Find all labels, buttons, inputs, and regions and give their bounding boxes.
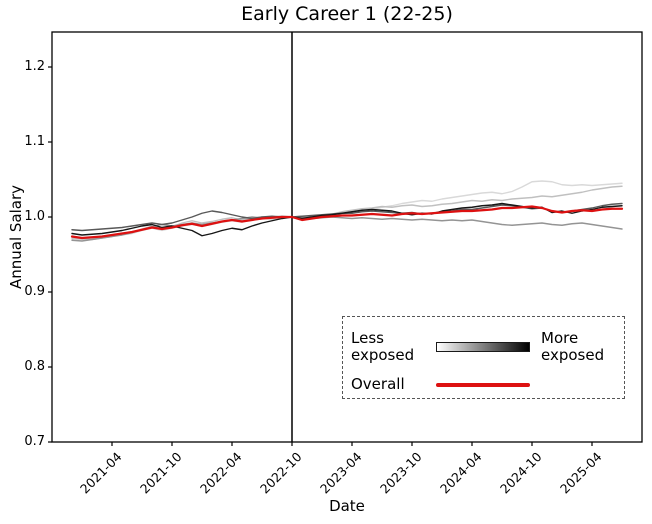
y-tick-label: 0.8: [24, 359, 45, 374]
legend-exposure-row: Less exposed More exposed: [351, 324, 616, 370]
y-tick-label: 0.7: [24, 434, 45, 449]
series-line-exposure-quintile-5-most-exposed: [71, 202, 623, 237]
x-axis-label: Date: [329, 497, 365, 515]
legend-overall-label: Overall: [351, 375, 405, 394]
legend-more-exposed-label: More exposed: [541, 328, 605, 364]
overall-line-swatch: [436, 383, 530, 387]
legend-overall-row: Overall: [351, 373, 616, 397]
y-tick-label: 1.0: [24, 209, 45, 224]
y-tick-label: 0.9: [24, 284, 45, 299]
series-line-overall: [70, 205, 624, 240]
y-tick-label: 1.2: [24, 59, 45, 74]
y-axis-label: Annual Salary: [7, 184, 25, 290]
legend-less-exposed-label: Less exposed: [351, 328, 415, 364]
chart-title: Early Career 1 (22-25): [241, 3, 453, 25]
exposure-gradient-colorbar: [436, 342, 530, 352]
series-line-exposure-quintile-4: [71, 202, 623, 232]
y-tick-label: 1.1: [24, 134, 45, 149]
legend: Less exposed More exposed Overall: [342, 316, 625, 399]
